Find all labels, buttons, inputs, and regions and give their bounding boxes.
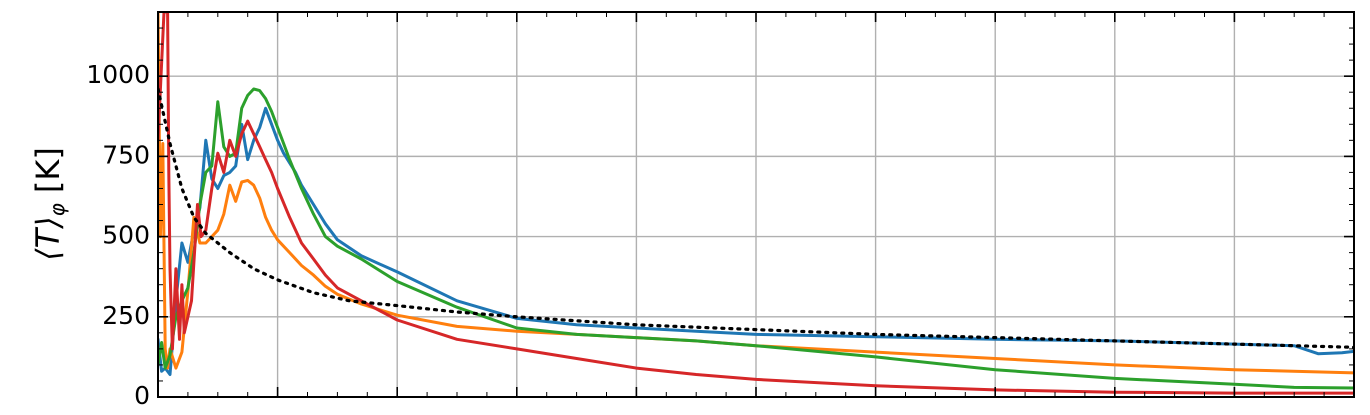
series-group [158, 12, 1354, 395]
svg-text:⟨T⟩φ[K]: ⟨T⟩φ [K] [29, 147, 69, 261]
y-tick-label-0: 0 [134, 381, 150, 410]
reference-dotted-line [158, 87, 1354, 349]
series-line-3 [158, 12, 1354, 395]
y-axis-title: ⟨T⟩φ [K] [29, 147, 69, 261]
grid [158, 12, 1354, 397]
y-axis-subscript: φ [45, 203, 69, 216]
ticks [157, 12, 1355, 398]
y-axis-symbol: ⟨T⟩ [29, 216, 67, 261]
y-axis-unit: [K] [29, 147, 67, 193]
y-tick-label-4: 1000 [86, 60, 150, 89]
y-tick-label-3: 750 [102, 140, 150, 169]
y-tick-labels: 0 250 500 750 1000 [86, 60, 150, 410]
y-tick-label-2: 500 [102, 221, 150, 250]
y-tick-label-1: 250 [102, 301, 150, 330]
